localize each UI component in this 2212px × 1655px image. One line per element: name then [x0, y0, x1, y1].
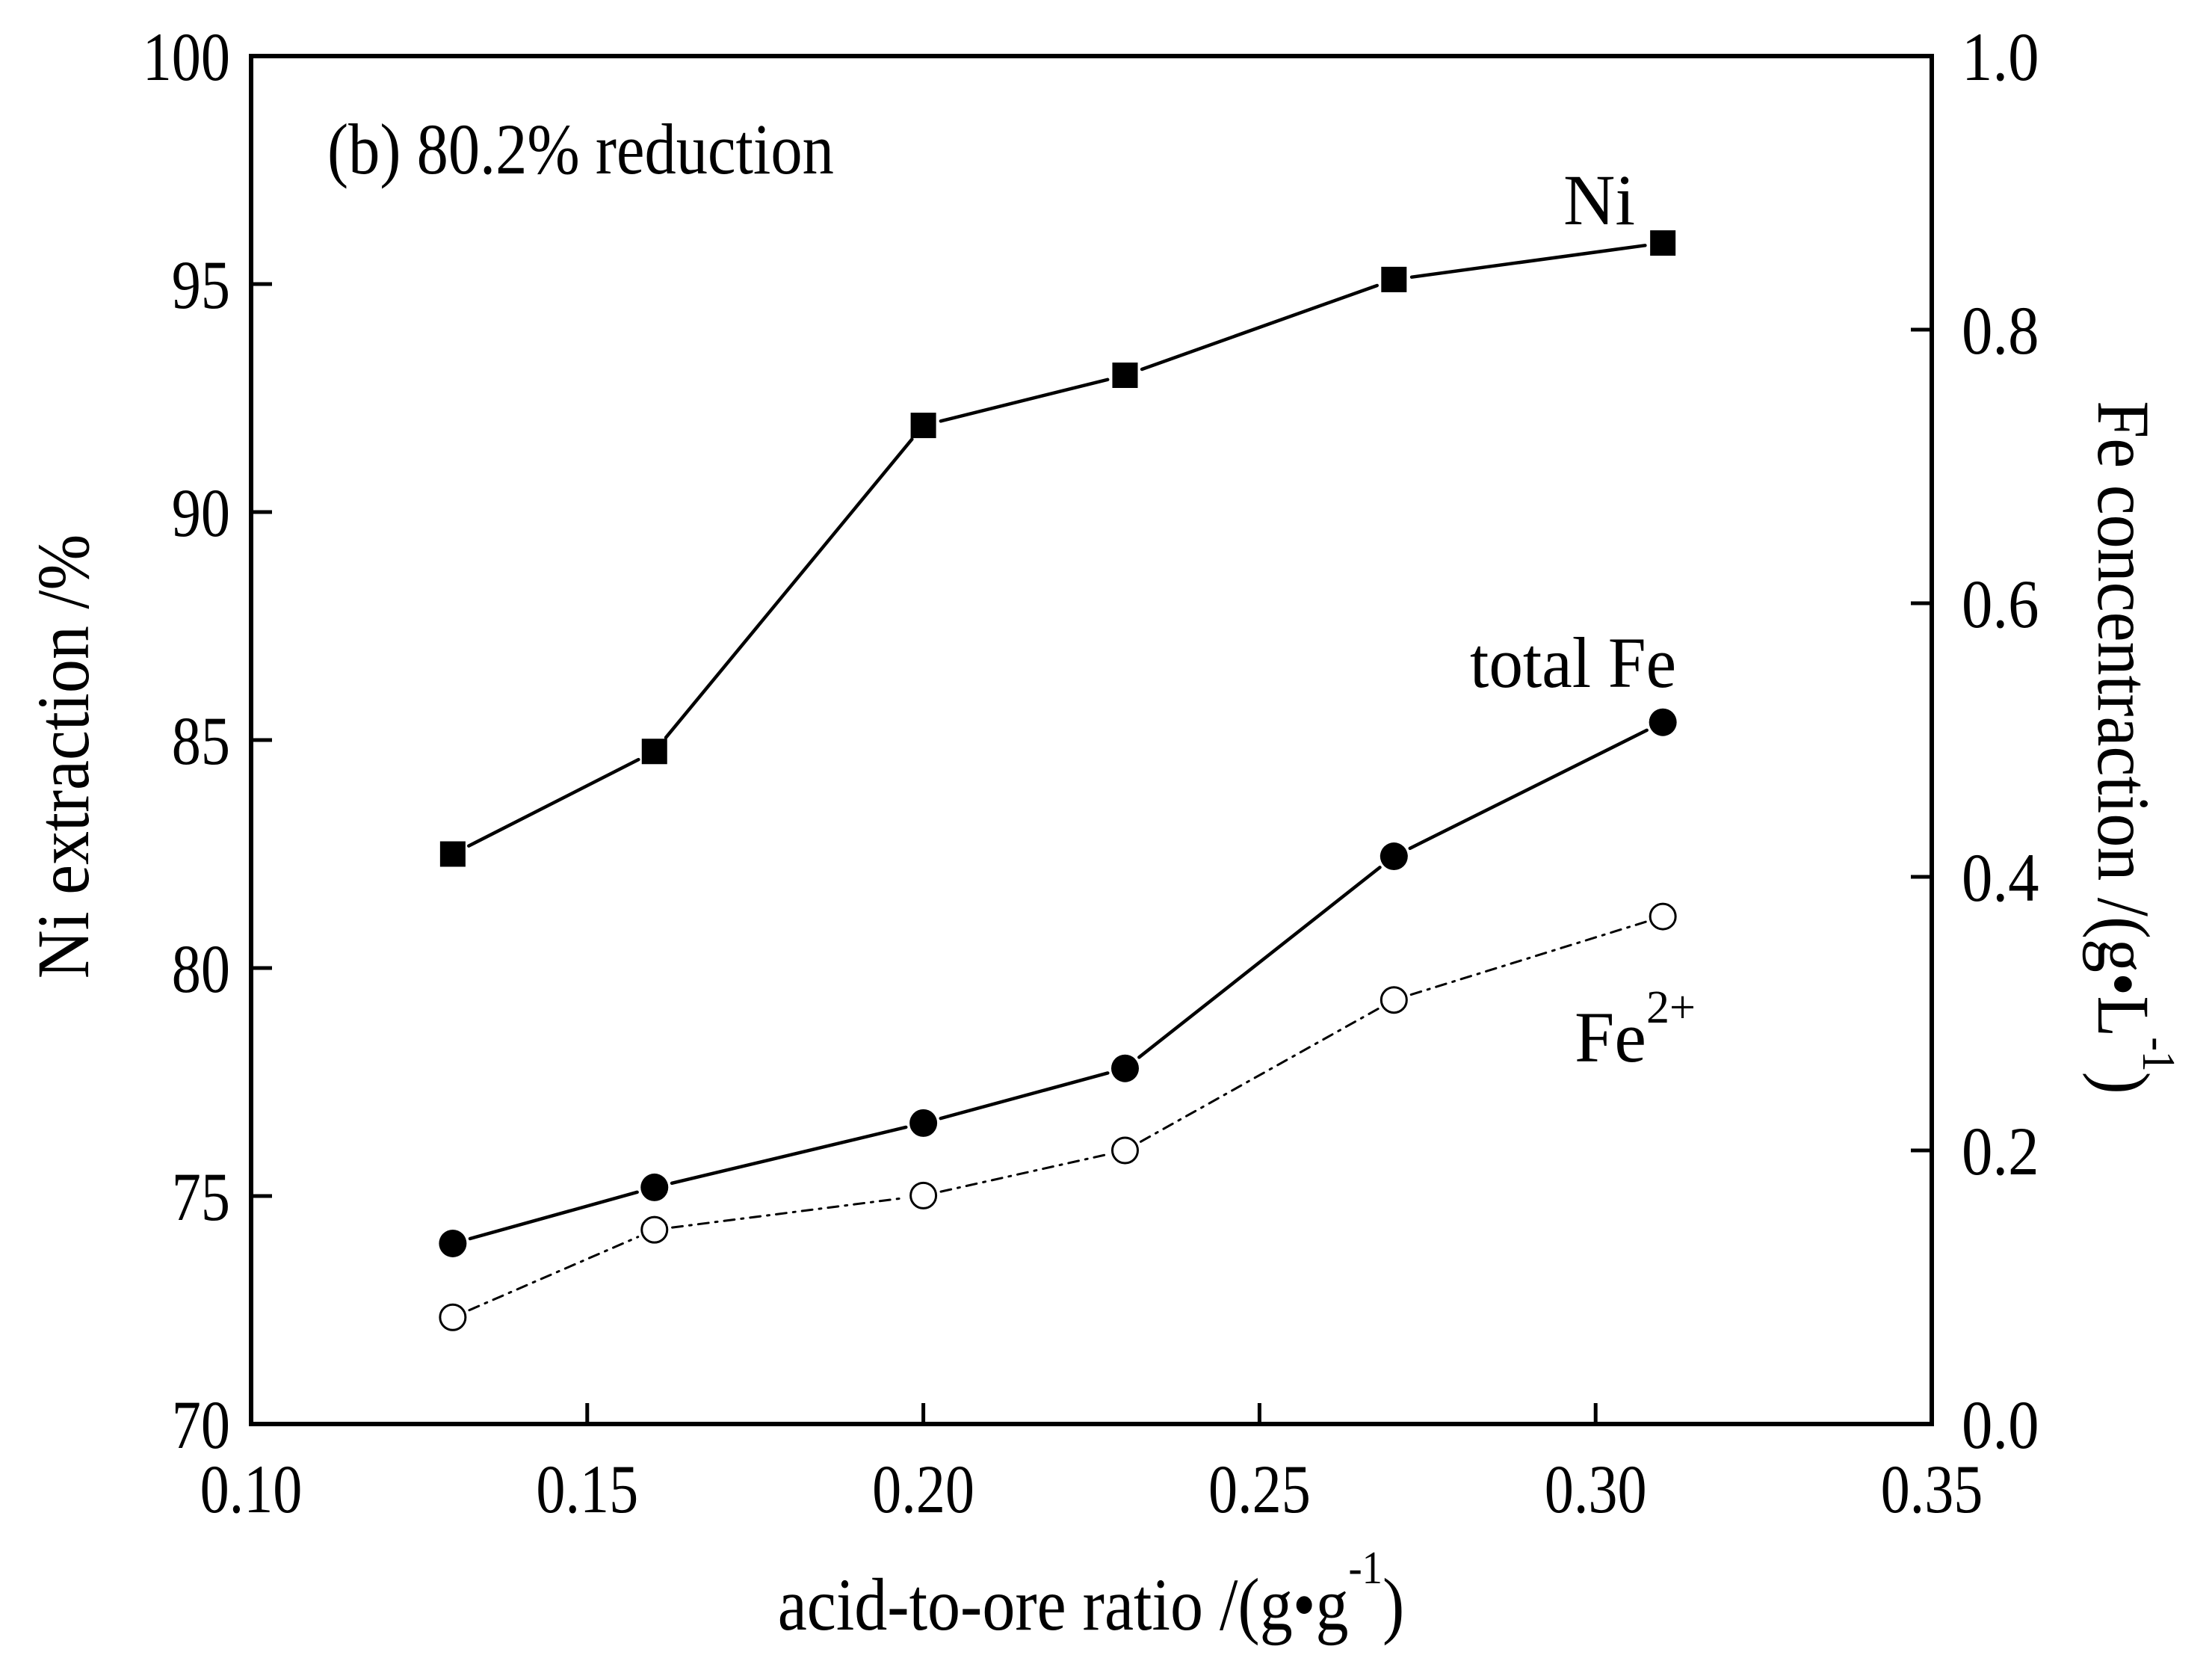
- x-tick-label: 0.35: [1881, 1452, 1983, 1527]
- y-right-tick-label: 0.4: [1962, 839, 2039, 916]
- series-label-fe2plus-sup: 2+: [1646, 982, 1696, 1033]
- x-axis: 0.10 0.15 0.20 0.25 0.30 0.35: [200, 1403, 1983, 1527]
- series-total-fe-segment: [670, 1125, 908, 1186]
- x-tick-label: 0.30: [1545, 1452, 1647, 1527]
- series-label-fe2plus-base: Fe: [1575, 997, 1646, 1077]
- series-total-fe-segment: [468, 1190, 639, 1241]
- y-axis-left: 70 75 80 85 90 95 100: [143, 19, 272, 1463]
- y-right-tick-label: 1.0: [1962, 19, 2039, 95]
- series-label-fe2plus: Fe2+: [1575, 982, 1696, 1077]
- x-tick-label: 0.15: [536, 1452, 638, 1527]
- x-axis-title-sup: -1: [1349, 1542, 1382, 1594]
- y-left-tick-label: 100: [143, 19, 230, 95]
- series-ni-segment: [1140, 283, 1379, 372]
- series-total-fe: [439, 708, 1677, 1257]
- x-tick-label: 0.20: [872, 1452, 974, 1527]
- series-total-fe-marker: [1649, 708, 1677, 736]
- y-right-tick-label: 0.0: [1962, 1387, 2039, 1463]
- series-label-ni: Ni: [1563, 160, 1635, 240]
- series-fe2: [439, 902, 1677, 1331]
- series-total-fe-marker: [439, 1229, 467, 1257]
- y-left-tick-label: 85: [172, 703, 230, 779]
- y-right-tick-label: 0.2: [1962, 1113, 2039, 1189]
- series-total-fe-marker: [640, 1173, 669, 1201]
- series-ni-marker: [641, 739, 667, 765]
- y-axis-right: 0.0 0.2 0.4 0.6 0.8 1.0: [1911, 19, 2039, 1463]
- series-fe2-marker: [909, 1181, 938, 1209]
- series-ni-segment: [939, 377, 1110, 423]
- series-fe2-segment: [1409, 920, 1647, 996]
- series-fe2-marker: [1380, 986, 1408, 1014]
- y-axis-right-title-tail: ): [2082, 1072, 2165, 1094]
- y-axis-right-title-main: Fe concentraction /(g•L: [2082, 401, 2165, 1037]
- series-label-total-fe: total Fe: [1470, 624, 1676, 703]
- y-left-tick-label: 90: [172, 475, 230, 551]
- y-axis-right-title: Fe concentraction /(g•L-1): [2082, 401, 2185, 1094]
- series-ni-segment: [467, 757, 640, 848]
- x-axis-title-tail: ): [1382, 1564, 1404, 1646]
- series-fe2-segment: [939, 1153, 1109, 1193]
- series-fe2-marker: [640, 1215, 669, 1244]
- series-total-fe-segment: [1137, 866, 1382, 1059]
- plot-frame: [249, 54, 1934, 1426]
- panel-annotation: (b) 80.2% reduction: [327, 109, 834, 189]
- series-fe2-segment: [468, 1236, 640, 1312]
- series-total-fe-segment: [939, 1071, 1110, 1121]
- series-ni-marker: [1112, 363, 1138, 388]
- x-axis-title-main: acid-to-ore ratio /(g•g: [778, 1564, 1349, 1646]
- series-fe2-segment: [671, 1196, 907, 1229]
- y-right-tick-label: 0.8: [1962, 292, 2039, 369]
- series-fe2-segment: [1139, 1007, 1380, 1143]
- series-ni: [439, 230, 1676, 867]
- y-left-tick-label: 75: [172, 1159, 230, 1235]
- y-left-tick-label: 80: [172, 931, 230, 1007]
- y-axis-left-title: Ni extraction /%: [22, 534, 105, 979]
- y-right-tick-label: 0.6: [1962, 566, 2039, 642]
- y-left-tick-label: 70: [172, 1387, 230, 1463]
- y-axis-right-title-sup: -1: [2133, 1037, 2184, 1071]
- series-total-fe-marker: [909, 1109, 938, 1137]
- series-ni-marker: [1381, 266, 1407, 292]
- x-tick-label: 0.10: [200, 1452, 303, 1527]
- series-total-fe-marker: [1110, 1054, 1139, 1082]
- series-total-fe-marker: [1380, 842, 1408, 871]
- series-total-fe-segment: [1408, 728, 1649, 851]
- series-fe2-marker: [1649, 902, 1677, 931]
- series-ni-segment: [1409, 244, 1647, 279]
- x-tick-label: 0.25: [1208, 1452, 1311, 1527]
- series-layer: [439, 230, 1677, 1331]
- series-ni-marker: [1650, 230, 1676, 256]
- series-ni-marker: [439, 841, 466, 867]
- series-ni-marker: [910, 413, 936, 439]
- series-fe2-marker: [1110, 1136, 1139, 1165]
- series-fe2-marker: [439, 1303, 467, 1331]
- y-left-tick-label: 95: [172, 247, 230, 323]
- series-ni-segment: [664, 437, 914, 739]
- x-axis-title: acid-to-ore ratio /(g•g-1): [778, 1542, 1405, 1647]
